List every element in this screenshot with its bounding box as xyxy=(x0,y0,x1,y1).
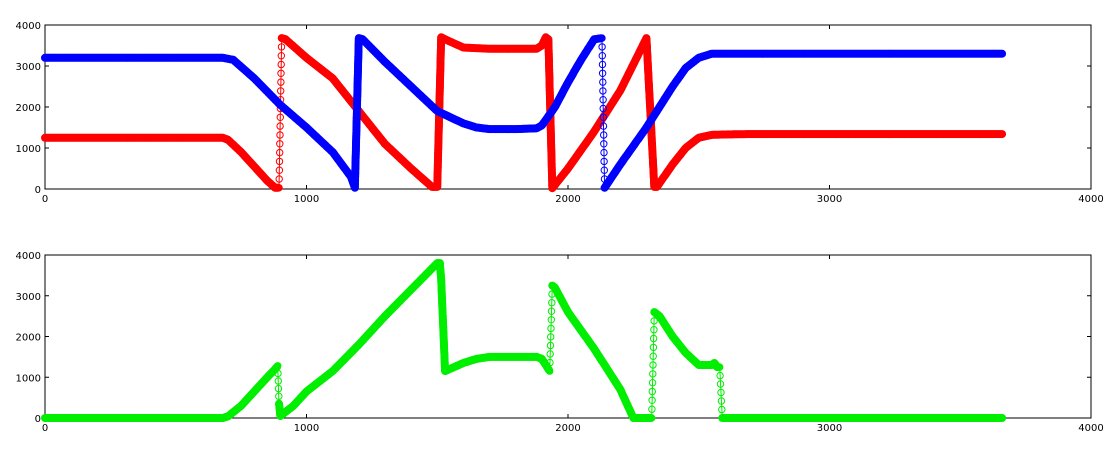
data-point xyxy=(599,96,607,104)
data-point xyxy=(277,52,285,60)
data-point xyxy=(649,370,657,378)
data-point xyxy=(277,78,285,86)
data-point xyxy=(275,166,284,174)
data-point xyxy=(598,43,606,51)
data-point xyxy=(547,333,555,341)
x-tick-label: 2000 xyxy=(555,423,580,434)
data-point xyxy=(648,387,656,396)
data-point xyxy=(599,78,607,86)
data-point xyxy=(648,396,656,404)
data-point xyxy=(275,392,283,400)
x-tick-label: 0 xyxy=(42,194,48,205)
y-tick-label: 1000 xyxy=(16,144,41,155)
x-tick-label: 4000 xyxy=(1078,423,1103,434)
data-point xyxy=(277,87,285,95)
data-point xyxy=(648,379,657,387)
data-point xyxy=(600,166,608,174)
data-point xyxy=(276,140,284,148)
data-point xyxy=(716,380,725,388)
data-point xyxy=(277,69,285,78)
data-point xyxy=(275,175,283,183)
data-point xyxy=(649,343,658,352)
data-point xyxy=(548,299,556,307)
data-point xyxy=(598,34,606,42)
y-tick-label: 2000 xyxy=(16,333,41,344)
data-point xyxy=(547,307,556,315)
data-point xyxy=(275,184,283,192)
data-point xyxy=(650,326,658,334)
data-point xyxy=(998,130,1007,139)
data-point xyxy=(276,122,284,130)
data-point xyxy=(718,405,726,414)
x-tick-label: 0 xyxy=(42,423,48,434)
x-tick-label: 2000 xyxy=(555,194,580,205)
data-point xyxy=(648,405,656,413)
top-subplot: 0 1000 2000 3000 4000 0 1000 2000 3000 4000 xyxy=(16,21,1104,205)
y-tick-label: 0 xyxy=(35,185,41,196)
data-point xyxy=(275,157,284,166)
x-tick-label: 3000 xyxy=(817,423,842,434)
y-tick-label: 4000 xyxy=(16,21,41,32)
data-point xyxy=(998,49,1007,58)
data-point xyxy=(717,397,726,405)
y-tick-label: 1000 xyxy=(16,373,41,384)
data-point xyxy=(547,316,555,324)
y-tick-label: 4000 xyxy=(16,251,41,262)
data-point xyxy=(274,369,282,378)
data-point xyxy=(599,104,607,113)
x-tick-label: 4000 xyxy=(1078,194,1103,205)
data-point xyxy=(546,358,554,367)
data-point xyxy=(600,131,608,139)
y-tick-label: 0 xyxy=(35,414,41,425)
x-tick-label: 1000 xyxy=(294,423,319,434)
data-point xyxy=(277,60,285,69)
x-tick-label: 1000 xyxy=(294,194,319,205)
bottom-subplot: 0 1000 2000 3000 4000 0 1000 2000 3000 4000 xyxy=(16,251,1104,434)
data-point xyxy=(717,388,725,397)
series-1 xyxy=(40,259,1007,422)
data-point xyxy=(598,60,607,69)
data-point xyxy=(648,414,656,422)
data-point xyxy=(998,413,1007,422)
data-point xyxy=(600,140,608,148)
data-point xyxy=(599,87,607,95)
data-point xyxy=(649,361,657,369)
data-point xyxy=(274,377,282,385)
axes-box xyxy=(44,254,1092,419)
data-point xyxy=(546,350,554,358)
data-point xyxy=(649,334,658,343)
data-point xyxy=(277,43,286,51)
data-point xyxy=(598,69,607,78)
data-point xyxy=(600,157,608,166)
data-point xyxy=(599,122,608,130)
data-point xyxy=(276,113,284,122)
data-point xyxy=(274,362,282,370)
data-point xyxy=(545,366,554,375)
data-point xyxy=(547,324,555,333)
y-tick-label: 3000 xyxy=(16,62,41,73)
data-point xyxy=(716,371,724,380)
data-point xyxy=(600,148,608,157)
data-point xyxy=(546,341,555,350)
data-point xyxy=(716,363,724,371)
data-point xyxy=(599,113,608,122)
data-point xyxy=(598,52,606,60)
y-tick-label: 2000 xyxy=(16,103,41,114)
y-tick-label: 3000 xyxy=(16,292,41,303)
data-point xyxy=(276,131,284,139)
data-point xyxy=(650,317,658,325)
x-tick-label: 3000 xyxy=(817,194,842,205)
series-2 xyxy=(40,34,1007,192)
data-point xyxy=(649,352,657,360)
data-point xyxy=(274,384,283,393)
data-point xyxy=(276,148,284,157)
data-point xyxy=(546,367,554,375)
